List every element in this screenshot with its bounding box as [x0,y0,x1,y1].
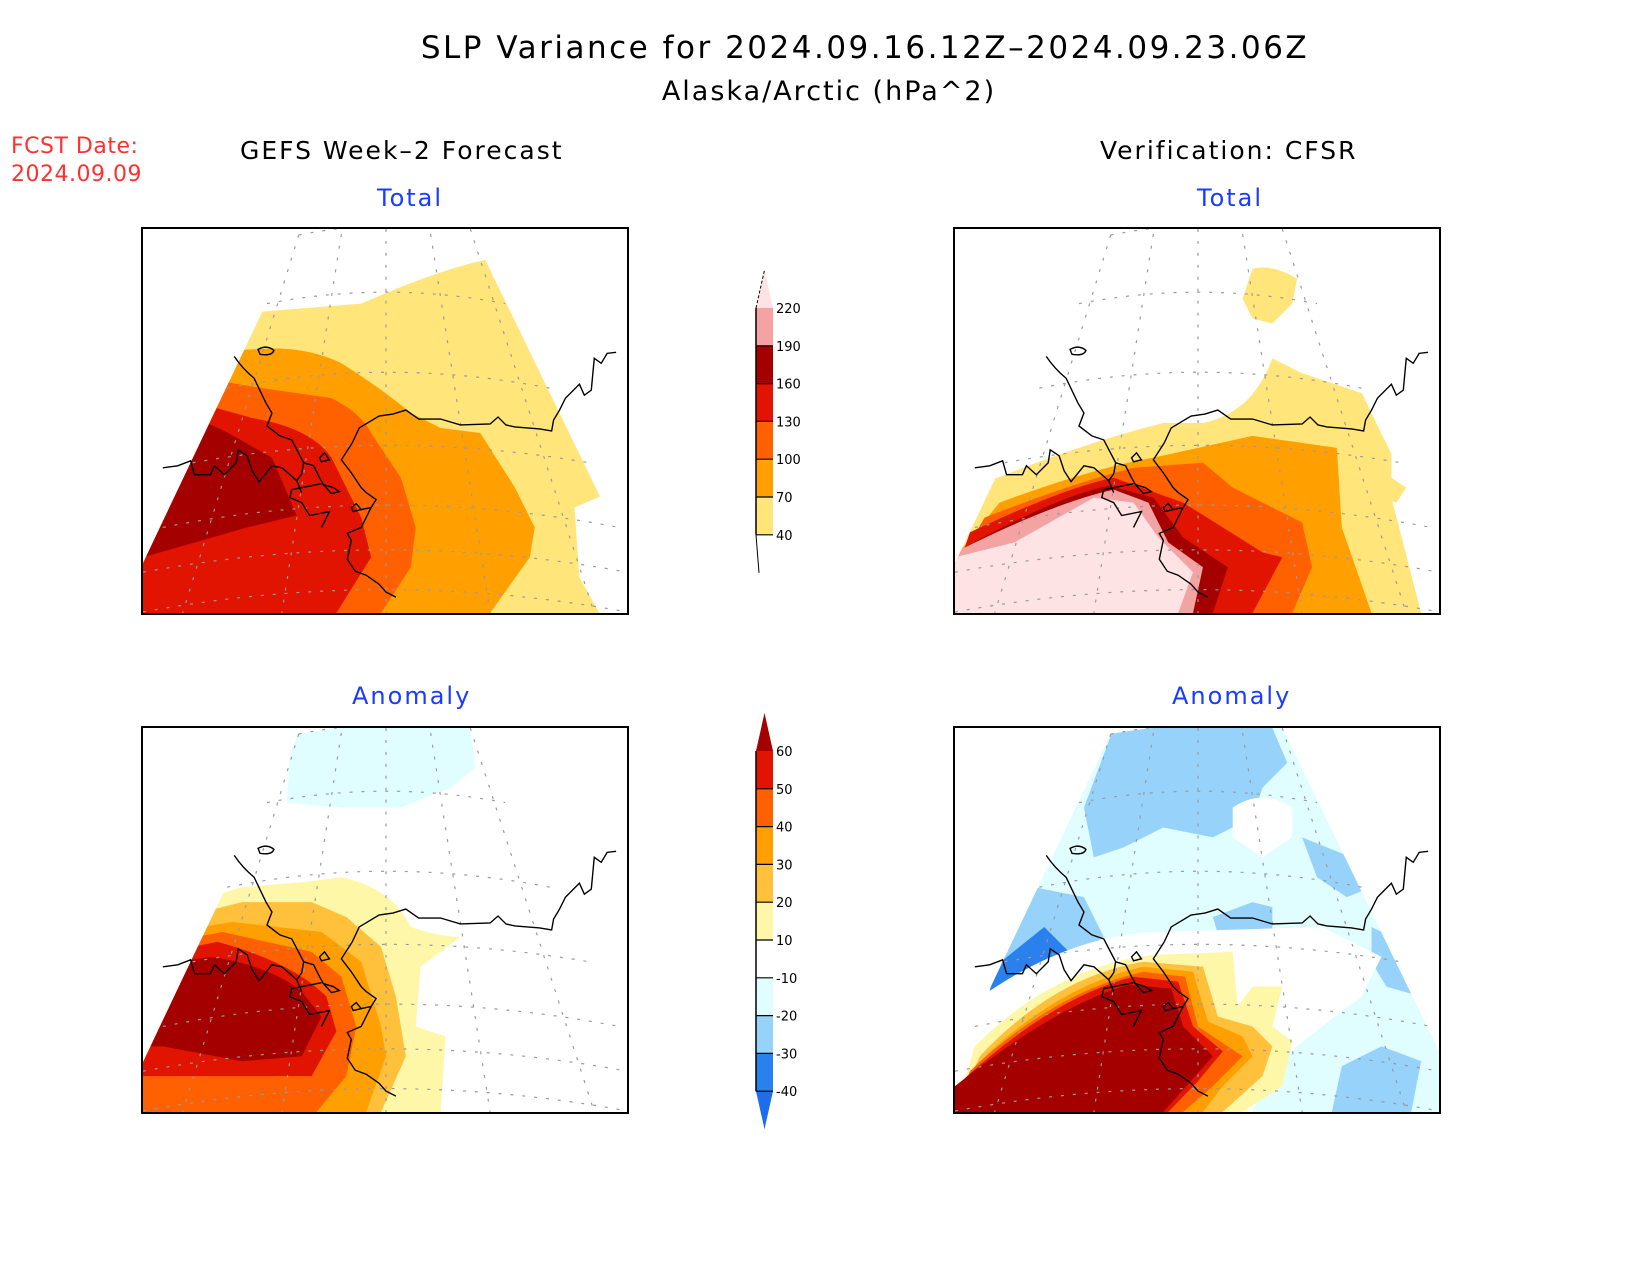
colorbar-tick-label: -10 [776,972,797,987]
colorbar-segment [756,902,773,940]
fcst-date-value: 2024.09.09 [11,162,142,187]
anomaly-colorbar: 60 50 40 30 20 10 -10 -20 -30 -40 [755,713,797,1130]
colorbar-segment [756,751,773,789]
colorbar-tick-label: 60 [776,745,793,760]
colorbar-above-triangle [756,270,773,308]
colorbar-below-triangle [756,534,773,573]
colorbar-segment [756,788,773,827]
verification-anomaly-label: Anomaly [1172,682,1292,710]
colorbar-tick-label: -30 [776,1047,797,1062]
colorbar-tick-label: 10 [776,934,793,949]
colorbar-segment [756,826,773,865]
colorbar-tick-label: 20 [776,896,793,911]
verification-anomaly-map [953,726,1441,1114]
contour-neg20-neg30-east [1302,837,1372,898]
forecast-anomaly-map [141,726,629,1114]
forecast-column-title: GEFS Week–2 Forecast [240,136,564,165]
contour-neg10-neg20 [286,728,476,808]
colorbar-segment [756,345,773,384]
colorbar-below-triangle [756,1091,773,1130]
colorbar-above-triangle [756,713,773,751]
contour-gt-60 [955,984,1213,1112]
colorbar-tick-label: 30 [776,858,793,873]
colorbar-segment [756,308,773,346]
colorbar-tick-label: 70 [776,491,793,506]
contour-40-70-arctic [1242,267,1298,324]
colorbar-tick-label: -20 [776,1010,797,1025]
colorbar-tick-label: 50 [776,783,793,798]
colorbar-segment [756,1015,773,1054]
contour-gt-60 [143,956,322,1062]
contour-40-70-east [1381,477,1407,503]
total-colorbar: 220 190 160 130 100 70 40 [755,269,801,573]
colorbar-segment [756,977,773,1016]
colorbar-tick-label: 40 [776,529,793,544]
colorbar-segment [756,459,773,497]
contour-neg30-neg40-west [989,926,1070,992]
forecast-total-map [141,227,629,615]
contour-neg20-neg30-se [1331,1046,1422,1112]
fcst-date-label: FCST Date: [11,134,139,159]
colorbar-segment [756,421,773,460]
colorbar-tick-label: 130 [776,415,801,430]
colorbar-segment [756,383,773,422]
contour-white-arctic [1232,797,1293,858]
colorbar-segment [756,497,773,535]
verification-total-map [953,227,1441,615]
figure-title: SLP Variance for 2024.09.16.12Z–2024.09.… [420,30,1310,66]
verification-column-title: Verification: CFSR [1100,136,1358,165]
forecast-total-label: Total [377,184,444,212]
colorbar-segment [756,940,773,978]
forecast-anomaly-label: Anomaly [352,682,472,710]
colorbar-tick-label: 100 [776,453,801,468]
colorbar-tick-label: 220 [776,302,801,317]
colorbar-tick-label: 40 [776,821,793,836]
colorbar-tick-label: 190 [776,340,801,355]
verification-total-label: Total [1197,184,1264,212]
colorbar-tick-label: 160 [776,378,801,393]
contour-neg30-neg40-ne [1371,847,1422,927]
colorbar-tick-label: -40 [776,1085,797,1100]
figure-subtitle: Alaska/Arctic (hPa^2) [661,76,997,107]
colorbar-segment [756,1053,773,1092]
colorbar-segment [756,864,773,903]
